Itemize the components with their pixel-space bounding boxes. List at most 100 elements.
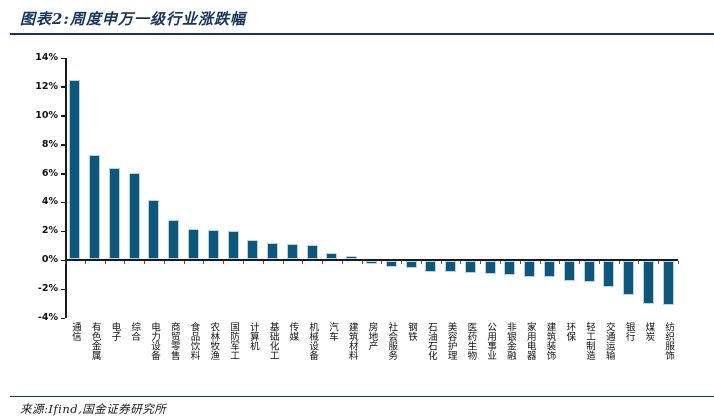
- bar-美容护理: [445, 261, 457, 273]
- x-axis-tick: [579, 261, 581, 265]
- chart-title: 图表2:周度申万一级行业涨跌幅: [20, 10, 246, 28]
- bar-医药生物: [464, 261, 476, 273]
- y-axis-tick: [61, 201, 65, 204]
- category-label: 传媒: [287, 322, 299, 341]
- x-axis-tick: [203, 261, 205, 265]
- y-axis-label: -4%: [37, 312, 58, 323]
- category-label: 环保: [564, 322, 576, 341]
- bar-公用事业: [484, 261, 496, 274]
- category-label: 通信: [69, 322, 81, 341]
- x-axis-tick: [223, 261, 225, 265]
- x-axis-tick: [420, 261, 422, 265]
- category-label: 机械设备: [307, 322, 319, 360]
- bar-计算机: [247, 240, 259, 260]
- y-axis-label: 2%: [41, 225, 58, 237]
- bar-银行: [623, 261, 635, 295]
- category-label: 建筑材料: [346, 322, 358, 360]
- y-axis-tick: [61, 86, 65, 88]
- x-axis-tick: [618, 261, 620, 265]
- y-axis-tick: [61, 173, 65, 175]
- category-label: 非银金融: [504, 322, 516, 360]
- bar-非银金融: [504, 261, 516, 276]
- y-axis-tick: [61, 144, 65, 146]
- bar-建筑装饰: [543, 261, 555, 278]
- x-axis-tick: [440, 261, 442, 265]
- bar-钢铁: [405, 261, 417, 268]
- x-axis-tick: [658, 261, 660, 265]
- category-label: 食品饮料: [188, 322, 200, 360]
- category-label: 交通运输: [603, 322, 615, 360]
- bar-农林牧渔: [207, 230, 219, 260]
- bar-有色金属: [89, 155, 101, 260]
- bar-建筑材料: [346, 256, 358, 260]
- y-axis-label: 12%: [35, 80, 58, 92]
- x-axis-tick: [460, 261, 462, 265]
- bar-纺织服饰: [662, 261, 674, 306]
- x-axis-tick: [65, 261, 66, 265]
- category-label: 煤炭: [643, 322, 655, 341]
- category-label: 轻工制造: [584, 322, 596, 360]
- bar-环保: [563, 261, 575, 281]
- category-label: 公用事业: [485, 322, 497, 360]
- bar-商贸零售: [168, 220, 180, 260]
- bar-食品饮料: [188, 228, 200, 260]
- category-label: 社会服务: [386, 322, 398, 360]
- category-label: 建筑装饰: [544, 322, 556, 360]
- x-axis-tick: [381, 261, 383, 265]
- x-axis-tick: [500, 261, 502, 265]
- y-axis-line: [65, 58, 67, 318]
- category-label: 基础化工: [267, 322, 279, 360]
- category-label: 综合: [129, 322, 141, 341]
- bar-电子: [108, 168, 120, 260]
- bar-国防军工: [227, 231, 239, 260]
- source-note: 来源:Ifind,国金证券研究所: [20, 402, 167, 416]
- bar-汽车: [326, 253, 338, 260]
- bar-煤炭: [642, 261, 654, 305]
- x-axis-tick: [598, 261, 600, 265]
- bar-轻工制造: [583, 261, 595, 282]
- category-label: 钢铁: [406, 322, 418, 341]
- category-label: 美容护理: [445, 322, 457, 360]
- bar-机械设备: [306, 244, 318, 260]
- bar-通信: [69, 80, 81, 260]
- x-axis-tick: [539, 261, 541, 265]
- bar-基础化工: [267, 243, 279, 260]
- x-axis-tick: [401, 261, 403, 265]
- bar-传媒: [286, 244, 298, 260]
- x-axis-tick: [262, 261, 264, 265]
- y-axis-label: 8%: [41, 138, 58, 150]
- x-axis-tick: [124, 261, 126, 265]
- category-label: 纺织服饰: [663, 322, 675, 360]
- x-axis-tick: [84, 261, 86, 265]
- x-axis-tick: [361, 261, 363, 265]
- category-label: 电子: [109, 322, 121, 341]
- y-axis-label: 0%: [41, 254, 58, 266]
- x-axis-tick: [480, 261, 482, 265]
- category-label: 国防军工: [228, 322, 240, 360]
- bar-家用电器: [524, 261, 536, 277]
- y-axis-tick: [61, 288, 65, 291]
- bar-综合: [128, 172, 140, 260]
- category-label: 家用电器: [524, 322, 536, 360]
- y-axis-label: -2%: [37, 283, 58, 295]
- x-axis-line: [65, 259, 678, 262]
- category-label: 有色金属: [89, 322, 101, 360]
- y-axis-label: 14%: [35, 52, 58, 63]
- y-axis-tick: [61, 230, 65, 233]
- x-axis-tick: [341, 261, 343, 265]
- x-axis-tick: [678, 261, 679, 265]
- bar-交通运输: [603, 261, 615, 287]
- category-label: 医药生物: [465, 322, 477, 360]
- bar-房地产: [366, 261, 377, 264]
- title-divider: [10, 33, 714, 35]
- y-axis-label: 10%: [35, 109, 58, 121]
- category-label: 石油石化: [425, 322, 437, 360]
- category-label: 房地产: [366, 322, 378, 351]
- category-label: 商贸零售: [168, 322, 180, 360]
- x-axis-tick: [559, 261, 561, 265]
- y-axis-tick: [61, 57, 65, 59]
- y-axis-label: 4%: [41, 196, 58, 208]
- x-axis-tick: [183, 261, 185, 265]
